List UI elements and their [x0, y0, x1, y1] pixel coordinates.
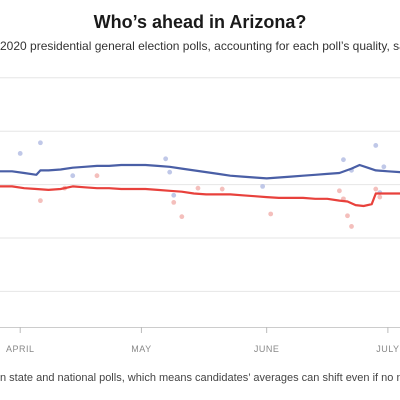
x-tick-label: APRIL — [6, 344, 35, 354]
poll-dot — [341, 157, 346, 163]
series-lines-layer — [0, 163, 400, 208]
chart-subtitle: 2020 presidential general election polls… — [0, 39, 400, 53]
series-line — [0, 185, 400, 208]
series-line — [0, 163, 400, 180]
poll-dot — [163, 156, 169, 162]
poll-dot — [94, 173, 100, 179]
grid-layer — [0, 77, 400, 292]
poll-dot — [381, 164, 387, 170]
poll-dot — [377, 194, 383, 200]
poll-dot — [260, 183, 266, 189]
poll-dot — [336, 188, 342, 194]
poll-dot — [38, 140, 43, 146]
poll-dot — [167, 169, 173, 175]
poll-dot — [171, 200, 177, 205]
poll-dot — [70, 173, 76, 179]
x-tick-label: JUNE — [254, 344, 280, 354]
poll-dot — [349, 224, 354, 229]
chart-title: Who’s ahead in Arizona? — [93, 12, 307, 32]
poll-dot — [171, 192, 177, 198]
poll-dot — [268, 211, 274, 217]
chart-footnote: n state and national polls, which means … — [0, 372, 400, 384]
x-axis: APRIL MAY JUNE JULY — [0, 327, 400, 354]
poll-dot — [17, 151, 23, 156]
poll-dot — [373, 143, 379, 148]
x-tick-label: JULY — [376, 344, 399, 354]
poll-dot — [219, 186, 225, 192]
poll-dot — [345, 213, 350, 219]
poll-dots-layer — [17, 140, 387, 229]
poll-dot — [38, 198, 43, 204]
poll-dot — [195, 185, 201, 191]
poll-dot — [179, 214, 185, 220]
x-tick-label: MAY — [131, 344, 151, 354]
poll-dot — [373, 186, 379, 192]
